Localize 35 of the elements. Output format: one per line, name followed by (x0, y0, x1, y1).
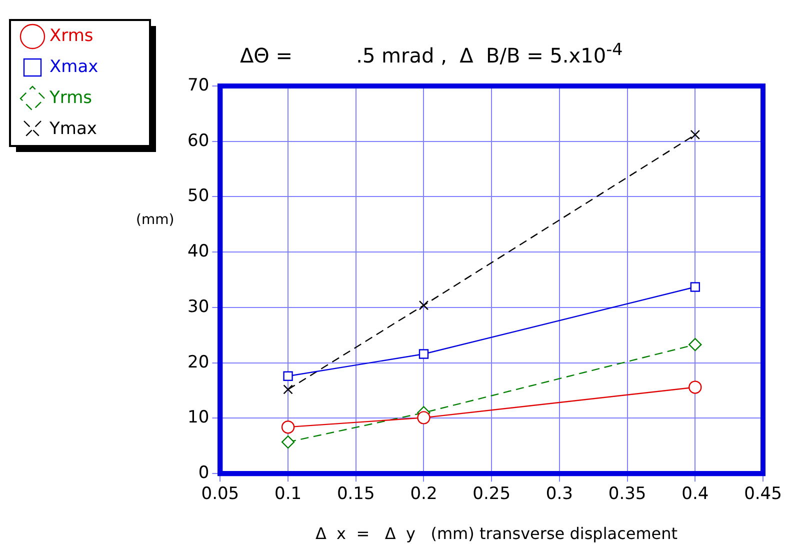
x-tick-label: 0.2 (410, 484, 438, 504)
point (418, 349, 429, 359)
y-tick-label: 40 (188, 242, 210, 262)
y-tick-label: 50 (188, 186, 210, 206)
point (281, 420, 295, 434)
y-tick-label: 60 (188, 130, 210, 151)
y-tick-label: 70 (188, 75, 210, 96)
legend-label: Yrms (48, 88, 92, 108)
y-axis-title: (mm) (136, 212, 174, 228)
x-tick-label: 0.25 (472, 484, 511, 504)
x-tick-label: 0.45 (744, 484, 782, 504)
chart-title: ΔΘ = .5 mrad , Δ B/B = 5.x10$^{-4}$ (240, 40, 623, 68)
point (688, 338, 702, 352)
x-tick-label: 0.3 (546, 484, 573, 504)
x-tick-label: 0.05 (201, 484, 240, 504)
point (283, 384, 293, 394)
point (688, 380, 702, 394)
legend-label: Xmax (50, 56, 98, 77)
x-axis-title: Δ x = Δ y (mm) transverse displacement (314, 524, 679, 543)
legend-label: Xrms (50, 26, 94, 46)
point (418, 300, 429, 310)
x-tick-label: 0.15 (336, 484, 375, 504)
legend-label: Ymax (48, 118, 97, 139)
point (690, 282, 700, 292)
x-tick-label: 0.1 (274, 484, 302, 504)
y-tick-label: 0 (198, 463, 210, 484)
y-tick-label: 20 (188, 352, 210, 372)
y-tick-label: 10 (188, 408, 210, 428)
point (283, 371, 293, 381)
point (281, 435, 295, 449)
x-tick-label: 0.35 (608, 484, 646, 504)
point (417, 411, 430, 424)
y-tick-label: 30 (188, 296, 210, 317)
x-tick-label: 0.4 (682, 484, 709, 504)
point (690, 130, 700, 140)
